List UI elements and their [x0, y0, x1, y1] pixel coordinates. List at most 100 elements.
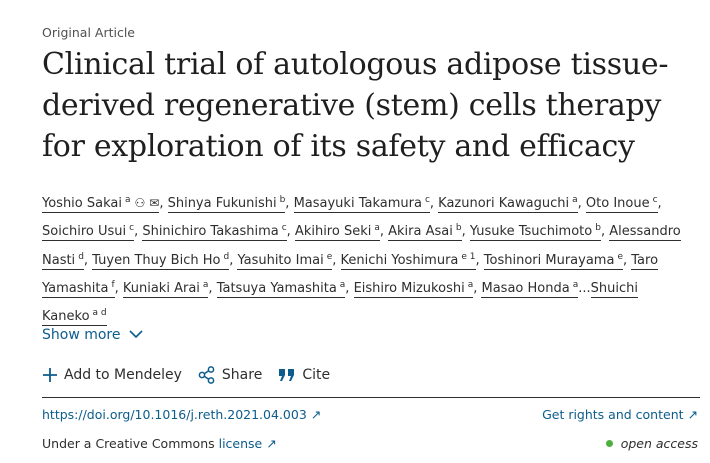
cite-label: Cite — [302, 367, 331, 383]
author-affiliation: a — [572, 195, 578, 205]
show-more-label: Show more — [42, 327, 121, 343]
author-name: Kenichi Yoshimura — [340, 252, 459, 268]
author-link[interactable]: Shinichiro Takashima c — [142, 223, 287, 242]
author-affiliation: c — [652, 195, 658, 205]
author-link[interactable]: Tuyen Thuy Bich Ho d — [92, 251, 230, 270]
author-link[interactable]: Kenichi Yoshimura e 1 — [340, 251, 476, 270]
open-access-dot-icon — [605, 440, 613, 447]
author-name: Tuyen Thuy Bich Ho — [92, 252, 221, 268]
author-separator: , — [473, 280, 482, 296]
author-link[interactable]: Kazunori Kawaguchi a — [438, 195, 578, 213]
author-link[interactable]: Tatsuya Yamashita a — [216, 279, 346, 298]
quote-icon — [279, 369, 295, 381]
author-name: Yoshio Sakai — [42, 196, 122, 211]
author-link[interactable]: Alessandro Nasti d — [42, 224, 681, 270]
article-title: Clinical trial of autologous adipose tis… — [42, 47, 669, 164]
author-affiliation: a — [124, 195, 131, 205]
author-separator: , — [134, 224, 143, 240]
add-to-mendeley-button[interactable]: Add to Mendeley — [42, 367, 182, 383]
author-name: Shinichiro Takashima — [142, 224, 279, 240]
show-more-button[interactable]: Show more — [42, 327, 143, 343]
doi-link[interactable]: https://doi.org/10.1016/j.reth.2021.04.0… — [42, 407, 321, 422]
open-access-badge: open access — [605, 436, 698, 451]
author-name: Shinya Fukunishi — [167, 196, 277, 211]
author-link[interactable]: Masao Honda a — [481, 279, 579, 298]
author-affiliation: a — [467, 279, 474, 290]
author-separator: , — [332, 252, 341, 268]
person-icon: ⚇ — [134, 196, 146, 210]
author-affiliation: a d — [92, 308, 107, 319]
author-name: Alessandro Nasti — [42, 224, 681, 268]
license-line: Under a Creative Commons license ↗ — [42, 436, 277, 451]
author-separator: , — [600, 224, 610, 240]
author-name: Eishiro Mizukoshi — [353, 280, 465, 296]
author-separator: , — [461, 224, 470, 240]
envelope-icon: ✉ — [149, 196, 160, 210]
author-name: Masayuki Takamura — [293, 196, 422, 211]
author-affiliation: b — [455, 223, 462, 234]
author-name: Toshinori Murayama — [483, 252, 615, 268]
author-link[interactable]: Toshinori Murayama e — [483, 252, 623, 270]
rights-link[interactable]: Get rights and content ↗ — [542, 407, 698, 422]
author-affiliation: b — [595, 223, 601, 234]
author-separator: , — [345, 280, 354, 296]
author-affiliation: a — [374, 223, 380, 234]
author-link[interactable]: Shinya Fukunishi b — [167, 195, 286, 213]
author-affiliation: c — [129, 223, 135, 234]
article-type: Original Article — [42, 25, 135, 40]
author-list: Yoshio Sakai a ⚇ ✉, Shinya Fukunishi b, Masa… — [42, 188, 682, 329]
author-affiliation: e — [326, 251, 333, 262]
author-name: Tatsuya Yamashita — [216, 280, 337, 296]
author-link[interactable]: Eishiro Mizukoshi a — [353, 279, 474, 298]
author-separator: , — [208, 280, 217, 296]
author-affiliation: e 1 — [461, 251, 476, 262]
author-link[interactable]: Shuichi Kaneko a d — [42, 280, 638, 327]
author-name: Shuichi Kaneko — [42, 280, 638, 325]
author-affiliation: b — [279, 195, 286, 205]
author-name: Kuniaki Arai — [122, 280, 200, 296]
chevron-down-icon — [129, 330, 143, 339]
author-name: Yusuke Tsuchimoto — [469, 224, 593, 240]
author-link[interactable]: Yasuhito Imai e — [237, 251, 333, 270]
plus-icon — [43, 368, 57, 382]
mendeley-label: Add to Mendeley — [64, 367, 182, 383]
author-affiliation: a — [572, 279, 579, 290]
author-affiliation: a — [339, 279, 346, 290]
author-link[interactable]: Kuniaki Arai a — [122, 279, 209, 298]
author-link[interactable]: Soichiro Usui c — [42, 223, 135, 242]
author-separator: , — [286, 224, 295, 240]
external-link-icon: ↗ — [687, 407, 698, 422]
external-link-icon: ↗ — [266, 436, 277, 451]
author-separator: , — [285, 196, 294, 211]
author-separator: ... — [578, 280, 591, 296]
author-affiliation: a — [202, 279, 209, 290]
doi-text: https://doi.org/10.1016/j.reth.2021.04.0… — [42, 407, 307, 422]
license-prefix: Under a Creative Commons — [42, 436, 219, 451]
author-link[interactable]: Akihiro Seki a — [294, 223, 380, 242]
share-icon — [198, 366, 215, 384]
author-link[interactable]: Yoshio Sakai a ⚇ ✉ — [42, 195, 160, 213]
license-link[interactable]: license ↗ — [219, 436, 277, 451]
author-separator: , — [229, 252, 238, 268]
author-link[interactable]: Taro Yamashita f — [42, 252, 659, 298]
author-link[interactable]: Yusuke Tsuchimoto b — [469, 223, 601, 242]
author-separator: , — [657, 196, 662, 211]
author-separator: , — [83, 252, 93, 268]
author-name: Soichiro Usui — [42, 224, 127, 240]
author-separator: , — [379, 224, 389, 240]
author-name: Oto Inoue — [585, 196, 650, 211]
author-affiliation: d — [78, 251, 84, 262]
cite-button[interactable]: Cite — [278, 367, 330, 383]
author-link[interactable]: Akira Asai b — [388, 223, 462, 242]
author-affiliation: d — [223, 251, 230, 262]
open-access-label: open access — [620, 436, 698, 451]
author-name: Yasuhito Imai — [237, 252, 324, 268]
author-name: Akira Asai — [388, 224, 453, 240]
author-link[interactable]: Oto Inoue c — [585, 195, 658, 213]
share-label: Share — [221, 367, 263, 383]
author-link[interactable]: Masayuki Takamura c — [293, 195, 430, 213]
author-affiliation: c — [424, 195, 430, 205]
author-separator: , — [429, 196, 439, 211]
share-button[interactable]: Share — [198, 366, 262, 384]
divider — [42, 397, 700, 398]
